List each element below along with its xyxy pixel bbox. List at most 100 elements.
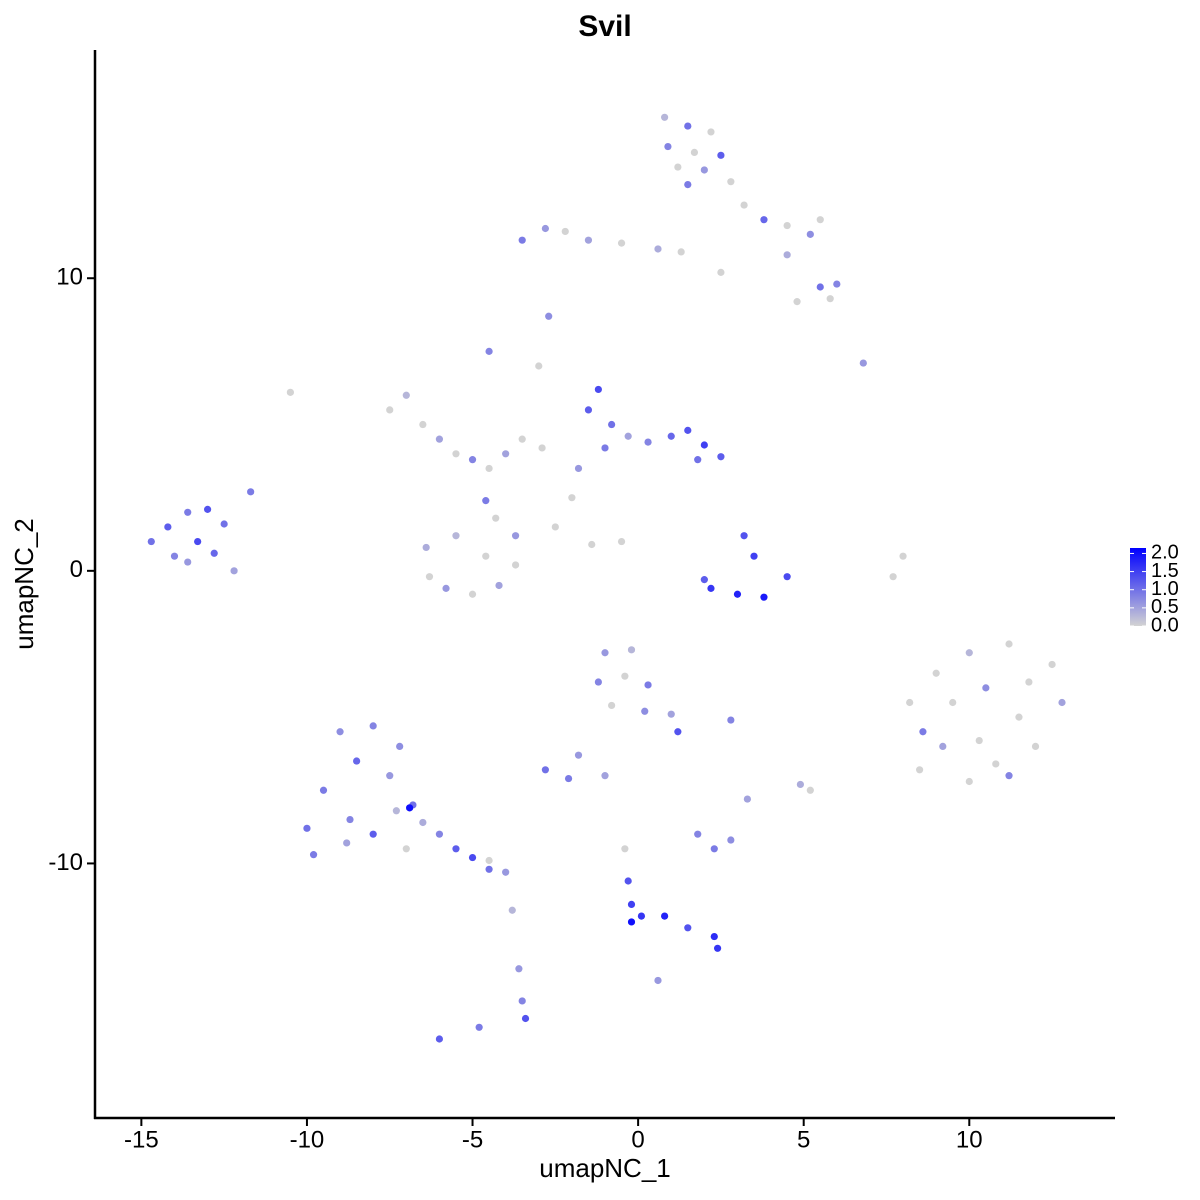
x-tick-label: 10 <box>956 1126 983 1153</box>
point <box>511 532 520 540</box>
point <box>164 523 172 531</box>
point <box>783 251 791 259</box>
point <box>1058 698 1066 707</box>
point <box>760 593 768 601</box>
point <box>667 432 675 440</box>
point <box>535 362 543 370</box>
colorbar <box>1130 548 1146 626</box>
point <box>309 851 318 859</box>
point <box>796 780 804 789</box>
point <box>402 845 410 853</box>
point <box>1048 660 1056 669</box>
point <box>230 567 238 575</box>
point <box>710 845 718 853</box>
point <box>564 774 573 783</box>
point <box>1031 742 1040 750</box>
point <box>346 815 354 824</box>
point <box>621 845 629 853</box>
colorbar-label: 1.5 <box>1151 560 1179 582</box>
colorbar-label: 0.0 <box>1151 614 1179 636</box>
point <box>594 385 602 394</box>
point <box>644 438 652 446</box>
point <box>621 672 629 680</box>
point <box>816 283 824 291</box>
point <box>485 347 493 355</box>
point <box>677 248 685 256</box>
point <box>674 728 682 736</box>
point <box>485 856 493 865</box>
point <box>727 716 735 724</box>
point <box>1005 640 1013 648</box>
y-tick-label: 10 <box>56 264 83 291</box>
point <box>783 221 791 230</box>
point <box>419 420 427 429</box>
point <box>664 142 672 151</box>
point <box>435 435 444 443</box>
point <box>386 772 394 780</box>
point <box>419 818 427 827</box>
point <box>170 552 179 560</box>
points <box>147 113 1066 1043</box>
colorbar-label: 0.5 <box>1151 596 1179 618</box>
point <box>247 488 255 496</box>
point <box>584 406 593 414</box>
point <box>303 824 311 832</box>
point <box>518 997 526 1005</box>
point <box>982 684 990 692</box>
point <box>425 573 434 581</box>
point <box>508 906 516 914</box>
point <box>949 698 957 707</box>
point <box>452 845 460 853</box>
point <box>932 669 940 677</box>
point <box>452 532 460 540</box>
point <box>717 268 725 276</box>
point <box>743 795 752 803</box>
point <box>574 464 583 473</box>
point <box>700 441 708 449</box>
point <box>601 772 609 780</box>
point <box>336 728 344 736</box>
x-tick-label: -5 <box>462 1126 483 1153</box>
point <box>194 537 202 546</box>
point <box>468 853 477 862</box>
point <box>661 113 669 121</box>
point <box>684 426 692 434</box>
x-axis-title: umapNC_1 <box>539 1153 671 1183</box>
point <box>654 976 662 985</box>
x-tick-label: -10 <box>290 1126 325 1153</box>
point <box>965 649 973 657</box>
point <box>601 444 609 452</box>
point <box>684 924 692 932</box>
point <box>700 576 708 584</box>
x-tick-label: 0 <box>631 1126 644 1153</box>
point <box>495 581 503 590</box>
point <box>740 532 748 540</box>
point <box>574 751 583 759</box>
point <box>684 180 692 189</box>
point <box>617 537 626 546</box>
point <box>353 757 361 765</box>
point <box>624 877 632 885</box>
point <box>435 830 444 838</box>
point <box>511 561 520 569</box>
point <box>203 505 212 513</box>
point <box>965 777 973 786</box>
point <box>627 900 636 909</box>
point <box>624 432 632 440</box>
point <box>826 295 834 303</box>
point <box>319 786 328 794</box>
colorbar-label: 1.0 <box>1151 578 1179 600</box>
point <box>707 584 715 592</box>
point <box>793 298 801 306</box>
point <box>492 514 500 522</box>
point <box>740 201 748 209</box>
colorbar-label: 2.0 <box>1151 542 1179 564</box>
point <box>541 224 549 233</box>
point <box>482 552 490 560</box>
point <box>147 537 155 546</box>
point <box>475 1023 483 1031</box>
point <box>502 450 510 458</box>
point <box>369 722 377 730</box>
point <box>452 450 460 458</box>
